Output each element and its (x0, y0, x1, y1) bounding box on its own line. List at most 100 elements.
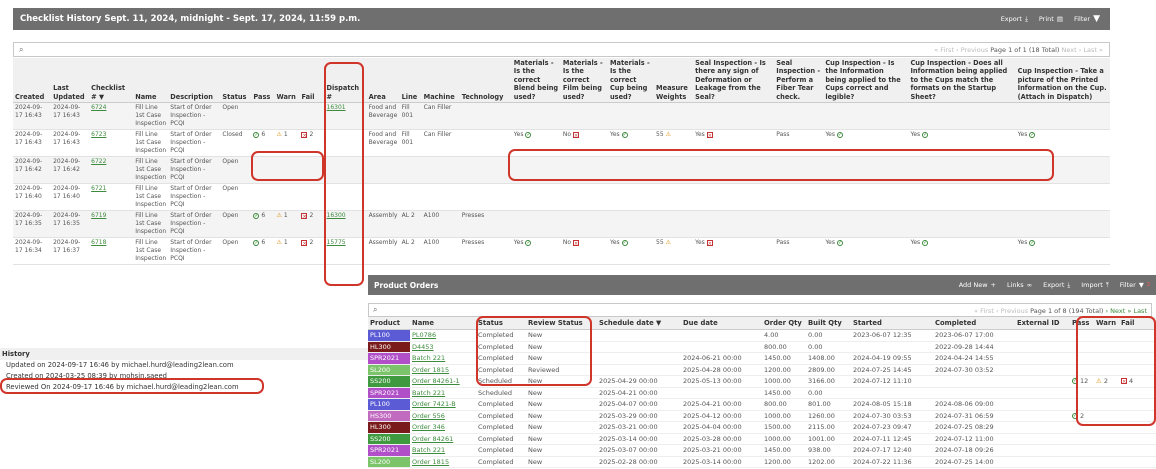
order-link[interactable]: Order 7421-B (412, 400, 456, 409)
table-row[interactable]: 2024-09-17 16:34 2024-09-17 16:37 6718 Fill… (13, 237, 1110, 266)
pager-next[interactable]: Next › (1061, 46, 1082, 54)
cell-dispatch[interactable]: 16300 (324, 210, 367, 239)
dispatch-link[interactable]: 16301 (326, 104, 346, 112)
cell-num[interactable]: 6719 (89, 210, 134, 239)
column-header[interactable]: Cup Inspection - Does all Information be… (908, 58, 1016, 104)
checklist-link[interactable]: 6719 (91, 212, 107, 220)
product-order-row[interactable]: SPR2021 Batch 221 Completed New 2024-06-21 0… (368, 352, 1156, 365)
po-column-header[interactable]: Built Qty (806, 317, 851, 330)
order-link[interactable]: Order 84261 (412, 434, 454, 443)
column-header[interactable]: Materials - Is the correct Cup being use… (607, 58, 655, 104)
table-row[interactable]: 2024-09-17 16:40 2024-09-17 16:40 6721 Fill… (13, 183, 1110, 212)
po-filter-button[interactable]: Filter ▼ 2 (1120, 281, 1150, 289)
column-header[interactable]: Created (13, 58, 52, 104)
column-header[interactable]: Status (220, 58, 252, 104)
order-link[interactable]: Order 1815 (412, 365, 450, 374)
pager-first[interactable]: « First (934, 46, 954, 54)
product-order-row[interactable]: HL300 Order 346 Completed New 2025-03-21 00:… (368, 421, 1156, 434)
column-header[interactable]: Pass (251, 58, 275, 104)
po-cell-name[interactable]: Order 84261 (410, 433, 476, 445)
column-header[interactable]: Seal Inspection - Is there any sign of D… (693, 58, 775, 104)
po-cell-name[interactable]: Batch 221 (410, 444, 476, 457)
checklist-search-bar[interactable]: ⌕ « First ‹ Previous Page 1 of 1 (18 Tot… (13, 42, 1110, 57)
cell-num[interactable]: 6723 (89, 129, 134, 158)
po-column-header[interactable]: Pass (1070, 317, 1094, 330)
order-link[interactable]: Order 84261-1 (412, 377, 460, 386)
order-link[interactable]: Order 1815 (412, 457, 450, 466)
cell-num[interactable]: 6718 (89, 237, 134, 266)
checklist-link[interactable]: 6723 (91, 131, 107, 139)
column-header[interactable]: Cup Inspection - Take a picture of the P… (1015, 58, 1110, 104)
po-column-header[interactable]: Order Qty (762, 317, 806, 330)
pager-prev[interactable]: ‹ Previous (995, 307, 1029, 315)
order-link[interactable]: D4453 (412, 342, 434, 351)
po-cell-name[interactable]: Order 346 (410, 421, 476, 434)
product-order-row[interactable]: PL100 Order 7421-B Completed New 2025-04-07 … (368, 398, 1156, 411)
cell-dispatch[interactable]: 16301 (324, 102, 367, 131)
column-header[interactable]: Warn (274, 58, 300, 104)
column-header[interactable]: Line (399, 58, 422, 104)
product-order-row[interactable]: SPR2021 Batch 221 Completed New 2025-03-07 0… (368, 444, 1156, 457)
column-header[interactable]: Fail (299, 58, 325, 104)
dispatch-link[interactable]: 15775 (326, 239, 346, 247)
product-orders-search-bar[interactable]: ⌕ « First ‹ Previous Page 1 of 8 (194 To… (368, 303, 1152, 317)
po-column-header[interactable]: Status (476, 317, 526, 330)
pager-last[interactable]: Last » (1083, 46, 1103, 54)
po-column-header[interactable]: Started (851, 317, 933, 330)
column-header[interactable]: Measure Weights (654, 58, 694, 104)
pager-prev[interactable]: ‹ Previous (956, 46, 989, 54)
checklist-link[interactable]: 6718 (91, 239, 107, 247)
po-cell-name[interactable]: D4453 (410, 341, 476, 353)
column-header[interactable]: Cup Inspection - Is the Information bein… (823, 58, 909, 104)
column-header[interactable]: Description (168, 58, 221, 104)
po-cell-name[interactable]: Order 1815 (410, 456, 476, 468)
product-order-row[interactable]: HL300 D4453 Completed New 800.00 0.00 2022-09-… (368, 341, 1156, 353)
po-column-header[interactable]: Schedule date ▼ (597, 317, 681, 330)
order-link[interactable]: Batch 221 (412, 446, 446, 455)
product-order-row[interactable]: SL200 Order 1815 Completed New 2025-02-28 00… (368, 456, 1156, 468)
order-link[interactable]: PL0786 (412, 331, 437, 340)
cell-dispatch[interactable] (324, 156, 367, 185)
product-order-row[interactable]: SPR2021 Batch 221 Scheduled New 2025-04-21 0… (368, 387, 1156, 399)
column-header[interactable]: Name (133, 58, 169, 104)
product-order-row[interactable]: PL100 PL0786 Completed New 4.00 0.00 2023-06-0… (368, 329, 1156, 342)
checklist-link[interactable]: 6724 (91, 104, 107, 112)
product-order-row[interactable]: HS300 Order 556 Completed New 2025-03-29 00:… (368, 410, 1156, 422)
column-header[interactable]: Materials - Is the correct Film being us… (560, 58, 608, 104)
column-header[interactable]: Last Updated (51, 58, 90, 104)
add-new-button[interactable]: Add New + (959, 281, 996, 289)
cell-num[interactable]: 6722 (89, 156, 134, 185)
export-button[interactable]: Export ⤓ (1001, 15, 1028, 24)
cell-dispatch[interactable] (324, 183, 367, 212)
print-button[interactable]: Print ▤ (1039, 15, 1063, 23)
column-header[interactable]: Materials - Is the correct Blend being u… (511, 58, 561, 104)
column-header[interactable]: Technology (459, 58, 512, 104)
pager-next[interactable]: › Next (1105, 307, 1126, 315)
product-order-row[interactable]: SL200 Order 1815 Completed Reviewed 2025-04-… (368, 364, 1156, 376)
order-link[interactable]: Order 346 (412, 423, 445, 432)
po-column-header[interactable]: Completed (933, 317, 1015, 330)
column-header[interactable]: Dispatch # (324, 58, 367, 104)
product-order-row[interactable]: SS200 Order 84261 Completed New 2025-03-14 0… (368, 433, 1156, 445)
cell-num[interactable]: 6721 (89, 183, 134, 212)
po-cell-name[interactable]: PL0786 (410, 329, 476, 342)
po-column-header[interactable]: External ID (1015, 317, 1070, 330)
order-link[interactable]: Batch 221 (412, 388, 446, 397)
links-button[interactable]: Links ∞ (1007, 281, 1032, 289)
product-order-row[interactable]: SS200 Order 84261-1 Scheduled New 2025-04-29… (368, 375, 1156, 388)
po-export-button[interactable]: Export ⤓ (1043, 281, 1070, 290)
po-cell-name[interactable]: Order 1815 (410, 364, 476, 376)
po-column-header[interactable]: Name (410, 317, 476, 330)
po-cell-name[interactable]: Order 84261-1 (410, 375, 476, 388)
checklist-link[interactable]: 6722 (91, 158, 107, 166)
cell-dispatch[interactable]: 15775 (324, 237, 367, 266)
cell-dispatch[interactable] (324, 129, 367, 158)
po-column-header[interactable]: Warn (1094, 317, 1119, 330)
filter-button[interactable]: Filter ▼ (1074, 14, 1100, 24)
pager-first[interactable]: « First (974, 307, 994, 315)
pager-last[interactable]: » Last (1127, 307, 1147, 315)
checklist-link[interactable]: 6721 (91, 185, 107, 193)
import-button[interactable]: Import ⤒ (1081, 281, 1108, 290)
po-column-header[interactable]: Due date (681, 317, 762, 330)
po-cell-name[interactable]: Batch 221 (410, 387, 476, 399)
